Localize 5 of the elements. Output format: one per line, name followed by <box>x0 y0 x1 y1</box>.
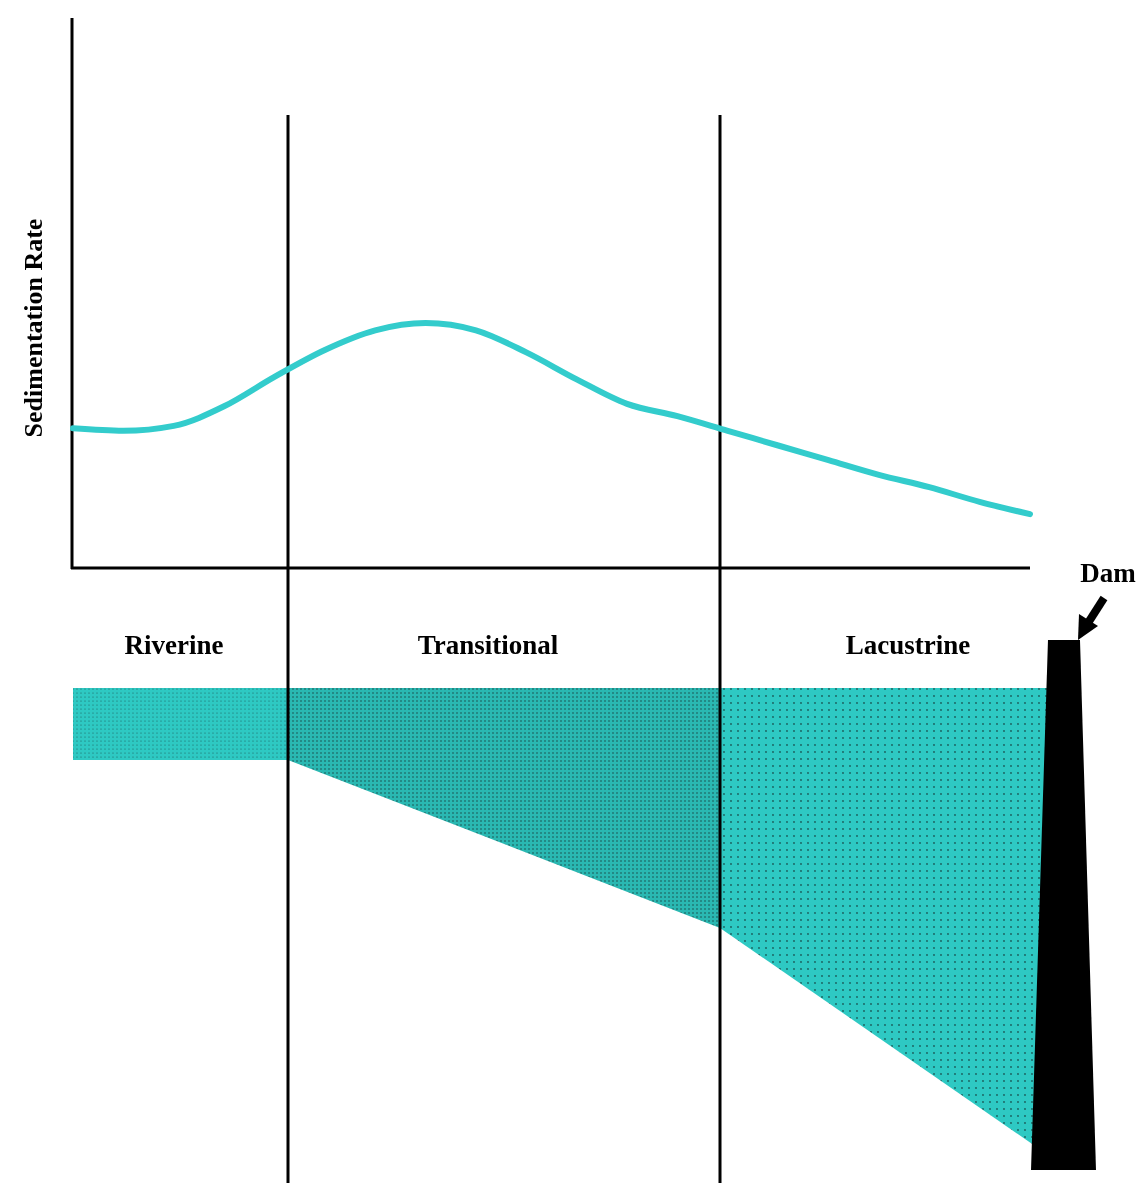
text: Riverine <box>124 630 224 660</box>
y-axis-title: Sedimentation Rate <box>19 218 48 438</box>
text: Lacustrine <box>845 630 971 660</box>
text: Transitional <box>417 630 559 660</box>
text: Dam <box>1080 558 1137 588</box>
